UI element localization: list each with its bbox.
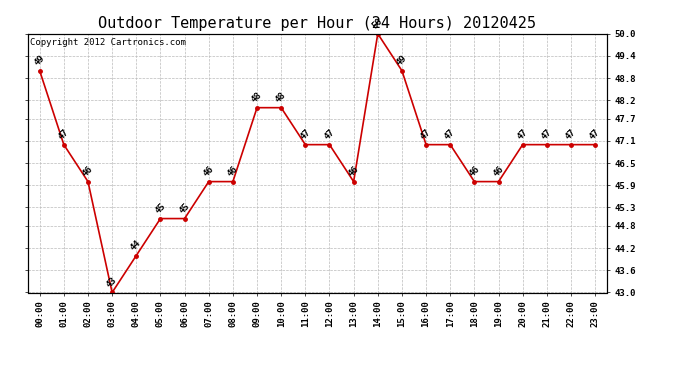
Text: 47: 47	[419, 128, 433, 142]
Text: 46: 46	[201, 165, 215, 178]
Text: 50: 50	[371, 17, 384, 31]
Text: 45: 45	[153, 202, 167, 216]
Text: 47: 47	[588, 128, 602, 142]
Text: 47: 47	[298, 128, 312, 142]
Title: Outdoor Temperature per Hour (24 Hours) 20120425: Outdoor Temperature per Hour (24 Hours) …	[99, 16, 536, 31]
Text: 46: 46	[346, 165, 360, 178]
Text: 49: 49	[32, 54, 46, 68]
Text: 47: 47	[443, 128, 457, 142]
Text: 47: 47	[564, 128, 578, 142]
Text: 44: 44	[129, 238, 143, 253]
Text: 48: 48	[274, 91, 288, 105]
Text: 47: 47	[540, 128, 553, 142]
Text: 46: 46	[226, 165, 239, 178]
Text: 47: 47	[57, 128, 70, 142]
Text: 43: 43	[105, 276, 119, 290]
Text: 46: 46	[81, 165, 95, 178]
Text: 47: 47	[515, 128, 529, 142]
Text: Copyright 2012 Cartronics.com: Copyright 2012 Cartronics.com	[30, 38, 186, 46]
Text: 48: 48	[250, 91, 264, 105]
Text: 46: 46	[491, 165, 505, 178]
Text: 46: 46	[467, 165, 481, 178]
Text: 47: 47	[322, 128, 336, 142]
Text: 49: 49	[395, 54, 408, 68]
Text: 45: 45	[177, 202, 191, 216]
